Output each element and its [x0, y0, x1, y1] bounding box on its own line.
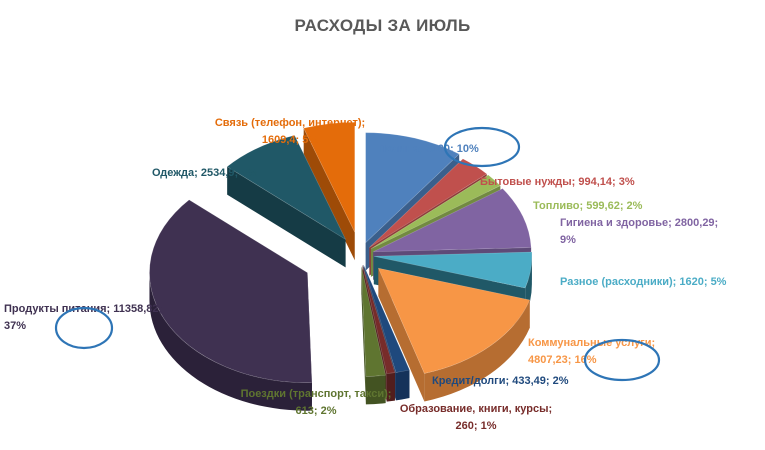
- data-label-line: 9%: [560, 234, 576, 246]
- pie-slice-10: [226, 134, 347, 268]
- slice-side-wall: [227, 166, 346, 268]
- data-label-2: Топливо; 599,62; 2%: [533, 200, 643, 212]
- data-label-line: Гигиена и здоровье; 2800,29;: [560, 217, 718, 229]
- slice-outer-wall: [424, 299, 530, 402]
- data-label-line: 4807,23; 16%: [528, 354, 597, 366]
- slice-top: [363, 264, 410, 373]
- data-label-line: 260; 1%: [456, 420, 497, 432]
- slice-top: [373, 188, 532, 253]
- data-label-line: Поездки (транспорт, такси);: [241, 388, 392, 400]
- slice-top: [373, 251, 533, 289]
- data-label-0: Полина; 3100; 10%: [378, 143, 479, 155]
- data-label-1: Бытовые нужды; 994,14; 3%: [480, 176, 635, 188]
- highlight-oval: [583, 338, 661, 382]
- slice-top: [377, 267, 531, 374]
- pie-slice-11: [303, 121, 356, 261]
- pie-slice-9: [149, 199, 313, 411]
- data-label-line: Разное (расходники); 1620; 5%: [560, 276, 727, 288]
- slice-outer-wall: [395, 370, 410, 401]
- data-label-line: Связь (телефон, интернет);: [215, 117, 365, 129]
- data-label-line: 1609,4; 5%: [262, 134, 318, 146]
- slice-outer-wall: [365, 375, 386, 405]
- data-label-line: Кредит/долги; 433,49; 2%: [432, 375, 569, 387]
- data-label-line: Топливо; 599,62; 2%: [533, 200, 643, 212]
- data-label-4: Разное (расходники); 1620; 5%: [560, 276, 727, 288]
- data-label-line: Одежда; 2534,9; 8%: [152, 167, 257, 179]
- data-label-11: Связь (телефон, интернет); 1609,4; 5%: [215, 117, 365, 146]
- data-label-7: Образование, книги, курсы; 260; 1%: [400, 403, 552, 432]
- data-label-10: Одежда; 2534,9; 8%: [152, 167, 257, 179]
- data-label-8: Поездки (транспорт, такси); 613; 2%: [241, 388, 392, 417]
- data-label-line: Бытовые нужды; 994,14; 3%: [480, 176, 635, 188]
- slice-outer-wall: [386, 372, 395, 402]
- slice-top: [226, 134, 347, 241]
- slice-top: [303, 121, 356, 233]
- data-label-line: 37%: [4, 320, 26, 332]
- slice-top: [149, 199, 313, 383]
- slice-side-wall: [378, 268, 425, 402]
- data-label-line: Образование, книги, курсы;: [400, 403, 552, 415]
- slice-top: [362, 264, 396, 374]
- slice-top: [361, 266, 386, 377]
- data-label-3: Гигиена и здоровье; 2800,29; 9%: [560, 217, 718, 246]
- data-label-6: Кредит/долги; 433,49; 2%: [432, 375, 569, 387]
- pie-slice-8: [361, 266, 386, 405]
- slice-top: [365, 132, 460, 244]
- slice-side-wall: [361, 266, 366, 405]
- slice-outer-wall: [149, 272, 312, 411]
- highlight-oval: [443, 126, 521, 168]
- highlight-oval: [54, 306, 114, 350]
- data-label-line: 613; 2%: [296, 405, 337, 417]
- slice-side-wall: [303, 128, 355, 261]
- slice-top: [370, 174, 501, 249]
- chart-title: РАСХОДЫ ЗА ИЮЛЬ: [294, 16, 471, 35]
- data-label-line: Полина; 3100; 10%: [378, 143, 479, 155]
- pie-slice-5: [377, 267, 531, 402]
